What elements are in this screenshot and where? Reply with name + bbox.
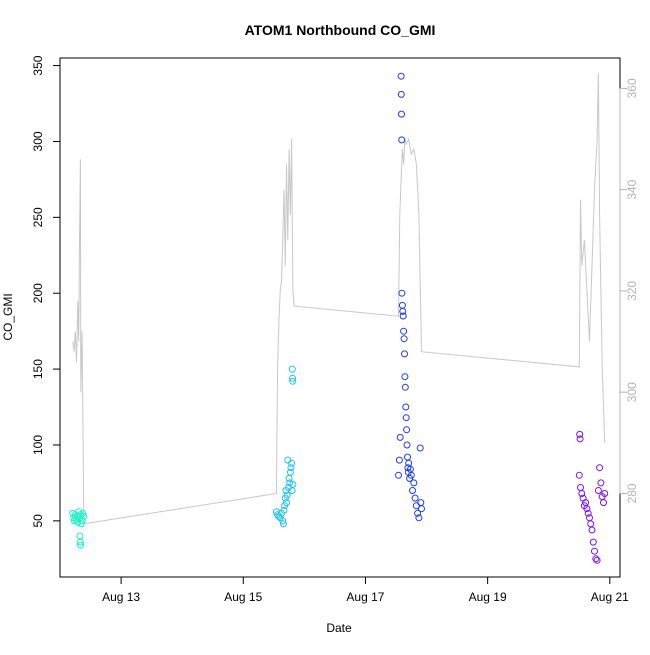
right-y-tick-label: 360	[625, 78, 639, 98]
y-axis: 50 100 150 200 250 300 350	[31, 55, 60, 528]
x-axis-label: Date	[326, 621, 352, 635]
x-tick-label: Aug 17	[346, 590, 384, 604]
data-point	[80, 512, 88, 520]
data-point	[591, 547, 598, 555]
data-point	[596, 464, 604, 472]
data-point	[588, 526, 596, 534]
data-point	[286, 479, 294, 487]
data-point	[597, 479, 605, 487]
data-point	[409, 487, 416, 494]
right-y-axis: 280 300 320 340 360	[619, 78, 639, 503]
data-point	[575, 471, 583, 479]
data-point	[589, 538, 597, 546]
y-tick-label: 350	[31, 55, 45, 75]
data-point	[576, 430, 584, 438]
data-point	[77, 541, 85, 549]
chart-title: ATOM1 Northbound CO_GMI	[245, 22, 436, 38]
data-point	[286, 468, 294, 476]
data-point	[584, 509, 592, 517]
data-point	[418, 505, 425, 513]
data-point	[402, 403, 410, 411]
y-tick-label: 100	[31, 435, 45, 455]
data-point	[397, 90, 405, 98]
data-point	[78, 517, 86, 525]
data-point	[415, 514, 423, 522]
data-point	[592, 555, 600, 563]
data-point	[578, 490, 586, 497]
x-tick-label: Aug 15	[224, 590, 262, 604]
data-point	[288, 365, 296, 373]
data-point	[400, 335, 408, 343]
data-point	[289, 480, 297, 488]
x-tick-label: Aug 13	[102, 590, 140, 604]
data-point	[74, 518, 82, 526]
data-point	[76, 538, 84, 546]
data-point	[411, 494, 419, 502]
data-point	[403, 441, 411, 449]
data-point	[395, 456, 403, 464]
data-point	[279, 520, 287, 528]
data-point	[576, 435, 584, 443]
y-axis-label: CO_GMI	[1, 293, 15, 340]
data-point	[289, 374, 296, 382]
data-point	[594, 487, 602, 494]
data-point	[410, 479, 418, 487]
data-point	[398, 136, 406, 144]
data-point	[279, 517, 287, 525]
data-point	[283, 491, 291, 499]
data-point	[79, 509, 87, 517]
altitude-line	[72, 73, 606, 525]
data-point	[405, 459, 413, 467]
y-tick-label: 250	[31, 207, 45, 227]
x-axis: Aug 13 Aug 15 Aug 17 Aug 19 Aug 21	[102, 577, 629, 604]
data-point	[402, 414, 410, 422]
data-point	[397, 72, 405, 80]
data-point	[601, 490, 609, 497]
data-point	[593, 556, 601, 564]
data-point	[283, 499, 290, 507]
x-tick-label: Aug 19	[469, 590, 507, 604]
data-point	[416, 444, 424, 452]
data-point	[401, 350, 408, 358]
y-tick-label: 300	[31, 131, 45, 151]
data-points	[69, 72, 609, 564]
data-point	[407, 471, 415, 479]
data-point	[401, 383, 409, 391]
data-point	[403, 426, 411, 434]
data-point	[289, 377, 297, 385]
right-y-tick-label: 320	[625, 281, 639, 301]
right-y-tick-label: 300	[625, 382, 639, 402]
data-point	[400, 327, 408, 335]
y-tick-label: 150	[31, 359, 45, 379]
data-point	[395, 471, 402, 479]
data-point	[399, 312, 407, 320]
data-point	[77, 520, 85, 528]
y-tick-label: 200	[31, 283, 45, 303]
data-point	[398, 289, 406, 297]
data-point	[288, 459, 296, 467]
data-point	[396, 433, 404, 441]
x-tick-label: Aug 21	[591, 590, 629, 604]
altitude-trace	[72, 73, 606, 525]
right-y-tick-label: 280	[625, 483, 639, 503]
data-point	[287, 464, 295, 472]
data-point	[414, 509, 422, 517]
data-point	[401, 373, 409, 381]
data-point	[600, 499, 607, 507]
y-tick-label: 50	[31, 514, 45, 528]
right-y-tick-label: 340	[625, 179, 639, 199]
data-point	[398, 110, 405, 118]
data-point	[280, 506, 288, 514]
data-point	[399, 307, 407, 315]
data-point	[583, 505, 591, 513]
